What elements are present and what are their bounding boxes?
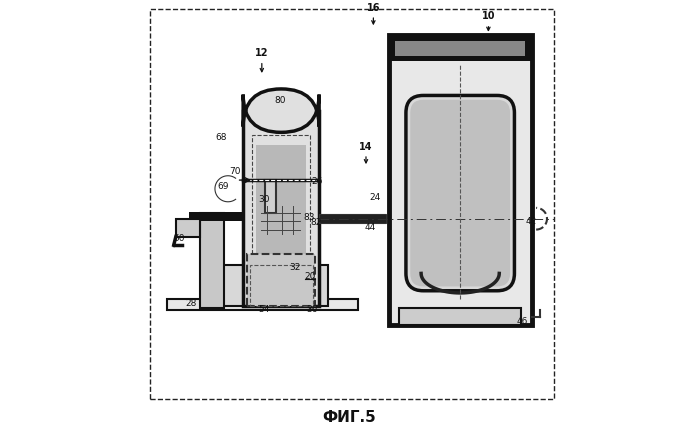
Text: 42: 42: [526, 217, 537, 225]
Bar: [176, 220, 200, 237]
Text: 16: 16: [366, 3, 380, 13]
Bar: [252, 135, 310, 300]
Text: 54: 54: [258, 304, 269, 313]
Text: 62: 62: [199, 212, 210, 221]
Text: 30: 30: [258, 194, 269, 204]
Text: 80: 80: [274, 96, 286, 105]
Bar: [389, 36, 532, 326]
Bar: [243, 112, 319, 306]
FancyBboxPatch shape: [243, 90, 319, 133]
Bar: [399, 309, 521, 326]
Text: 10: 10: [482, 11, 495, 21]
Bar: [202, 265, 328, 306]
Bar: [319, 214, 387, 224]
Bar: [167, 300, 358, 311]
Text: 14: 14: [359, 141, 373, 151]
Bar: [256, 146, 306, 298]
FancyBboxPatch shape: [406, 96, 514, 291]
Text: 36: 36: [306, 304, 317, 313]
Text: 32: 32: [289, 263, 301, 272]
Text: 22: 22: [220, 212, 231, 221]
Text: 68: 68: [216, 133, 227, 142]
Bar: [265, 181, 275, 213]
Bar: [200, 213, 224, 309]
FancyBboxPatch shape: [410, 101, 510, 287]
Text: 82: 82: [310, 217, 322, 226]
Bar: [250, 265, 312, 306]
Text: 20: 20: [304, 271, 315, 280]
Text: 46: 46: [517, 316, 528, 325]
Bar: [389, 36, 532, 62]
Bar: [189, 212, 315, 222]
Text: 69: 69: [217, 182, 229, 191]
Circle shape: [289, 263, 310, 285]
Text: 70: 70: [229, 167, 241, 176]
Text: 83: 83: [304, 212, 315, 221]
Text: 28: 28: [185, 299, 196, 308]
Text: 26: 26: [311, 177, 323, 186]
Text: ФИГ.5: ФИГ.5: [323, 409, 376, 424]
Text: 50: 50: [173, 234, 185, 243]
Bar: [319, 214, 387, 224]
Bar: [247, 254, 315, 306]
Text: 24: 24: [369, 192, 380, 201]
Text: 12: 12: [255, 48, 268, 58]
Bar: [395, 42, 525, 57]
Text: 44: 44: [365, 223, 376, 232]
